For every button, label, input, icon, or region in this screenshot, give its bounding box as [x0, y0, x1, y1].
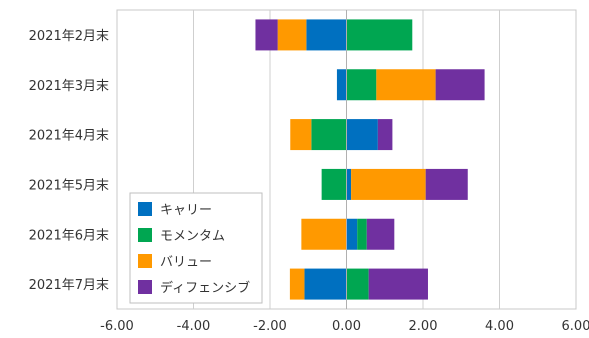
- bar-1-3: [435, 69, 485, 101]
- bar-4-0: [346, 218, 358, 250]
- category-label-5: 2021年7月末: [29, 278, 109, 293]
- bar-3-2: [351, 168, 426, 200]
- bar-2-0: [346, 119, 378, 151]
- category-label-4: 2021年6月末: [29, 228, 109, 243]
- bar-0-0: [306, 19, 347, 51]
- x-tick-label-5: 4.00: [485, 319, 514, 334]
- x-tick-label-6: 6.00: [562, 319, 589, 334]
- bar-4-2: [301, 218, 347, 250]
- category-label-1: 2021年3月末: [29, 79, 109, 94]
- legend-swatch-2: [138, 254, 152, 268]
- bars: [255, 19, 485, 300]
- x-tick-label-4: 2.00: [409, 319, 438, 334]
- bar-4-3: [366, 218, 395, 250]
- x-tick-label-3: 0.00: [332, 319, 361, 334]
- bar-5-2: [289, 268, 305, 300]
- legend-label-3: ディフェンシブ: [160, 280, 250, 296]
- legend-swatch-1: [138, 228, 152, 242]
- bar-2-2: [290, 119, 312, 151]
- x-tick-labels: -6.00 -4.00 -2.00 0.00 2.00 4.00 6.00: [100, 319, 589, 334]
- category-label-2: 2021年4月末: [29, 129, 109, 144]
- bar-3-1: [321, 168, 347, 200]
- bar-2-1: [311, 119, 347, 151]
- legend-label-0: キャリー: [160, 203, 212, 218]
- bar-1-0: [336, 69, 347, 101]
- bar-0-2: [277, 19, 307, 51]
- x-tick-label-0: -6.00: [100, 319, 134, 334]
- legend-swatch-0: [138, 202, 152, 216]
- category-labels: 2021年2月末 2021年3月末 2021年4月末 2021年5月末 2021年6月末…: [29, 29, 109, 293]
- legend-swatch-3: [138, 280, 152, 294]
- bar-5-0: [304, 268, 347, 300]
- legend-label-2: バリュー: [160, 255, 212, 270]
- bar-0-1: [346, 19, 413, 51]
- category-label-3: 2021年5月末: [29, 178, 109, 193]
- legend-label-1: モメンタム: [160, 229, 225, 244]
- bar-0-3: [255, 19, 278, 51]
- x-tick-label-1: -4.00: [177, 319, 211, 334]
- bar-3-3: [425, 168, 468, 200]
- bar-1-2: [376, 69, 436, 101]
- bar-5-1: [346, 268, 369, 300]
- bar-1-1: [346, 69, 377, 101]
- x-tick-label-2: -2.00: [253, 319, 287, 334]
- bar-2-3: [377, 119, 393, 151]
- bar-3-0: [346, 168, 352, 200]
- bar-4-1: [357, 218, 367, 250]
- category-label-0: 2021年2月末: [29, 29, 109, 44]
- bar-5-3: [368, 268, 428, 300]
